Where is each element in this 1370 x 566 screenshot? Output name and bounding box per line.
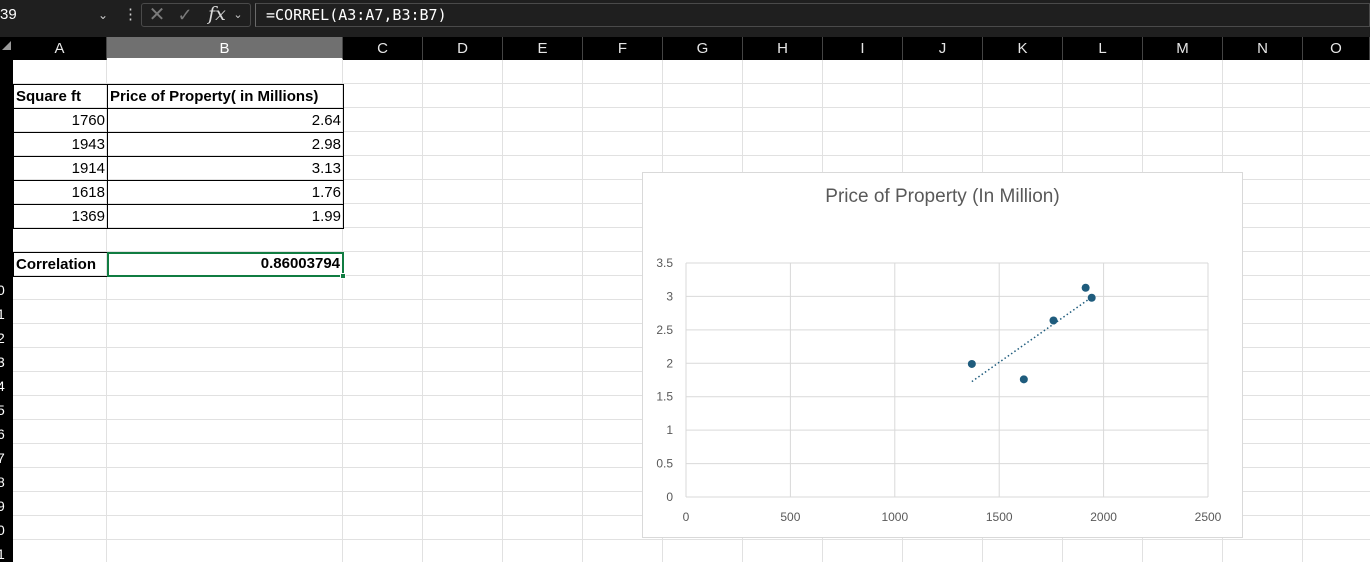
x-tick-label: 1500	[986, 510, 1013, 524]
row-header[interactable]: 2	[0, 330, 5, 346]
table-cell[interactable]: 1.99	[107, 204, 344, 229]
column-header-d[interactable]: D	[423, 37, 503, 60]
column-header-i[interactable]: I	[823, 37, 903, 60]
column-header-o[interactable]: O	[1303, 37, 1370, 60]
row-header[interactable]: 8	[0, 474, 5, 490]
grid-line	[13, 155, 1370, 156]
active-cell-border	[107, 252, 344, 277]
table-cell[interactable]: 3.13	[107, 156, 344, 181]
column-header-k[interactable]: K	[983, 37, 1063, 60]
column-header-j[interactable]: J	[903, 37, 983, 60]
column-header-m[interactable]: M	[1143, 37, 1223, 60]
toolbar-gap	[0, 29, 1370, 37]
row-header-bar	[0, 60, 13, 562]
row-header[interactable]: 7	[0, 450, 5, 466]
chart-plot: 0 0.5 1 1.5 2 2.5 3 3.5 0 500 1000 1500 2000 2500	[656, 256, 1222, 524]
grid-line	[13, 131, 1370, 132]
row-header[interactable]: 1	[0, 546, 5, 562]
table-cell[interactable]: 1369	[13, 204, 108, 229]
column-header-g[interactable]: G	[663, 37, 743, 60]
row-header[interactable]: 9	[0, 498, 5, 514]
data-point[interactable]	[967, 359, 976, 368]
table-cell[interactable]: 1760	[13, 108, 108, 133]
more-options-icon[interactable]: ⋮	[123, 6, 138, 23]
x-tick-label: 2500	[1195, 510, 1222, 524]
grid-line	[502, 60, 503, 562]
formula-input[interactable]: =CORREL(A3:A7,B3:B7)	[255, 3, 1370, 27]
data-point[interactable]	[1049, 316, 1058, 325]
grid-line	[422, 60, 423, 562]
data-point[interactable]	[1019, 375, 1028, 384]
data-point[interactable]	[1087, 293, 1096, 302]
y-tick-label: 1	[666, 423, 673, 437]
fill-handle[interactable]	[340, 273, 346, 279]
y-tick-label: 1.5	[656, 390, 673, 404]
grid-line	[106, 60, 107, 562]
x-tick-label: 500	[780, 510, 800, 524]
y-tick-label: 0.5	[656, 457, 673, 471]
correlation-value-cell[interactable]: 0.86003794	[260, 255, 340, 272]
table-cell[interactable]: 2.64	[107, 108, 344, 133]
table-cell[interactable]: 1943	[13, 132, 108, 157]
y-tick-label: 0	[666, 490, 673, 504]
table-cell[interactable]: 1618	[13, 180, 108, 205]
y-tick-label: 2.5	[656, 323, 673, 337]
grid-line	[1302, 60, 1303, 562]
row-header[interactable]: 3	[0, 354, 5, 370]
y-tick-label: 3	[666, 289, 673, 303]
column-header-c[interactable]: C	[343, 37, 423, 60]
scatter-chart[interactable]	[642, 172, 1243, 538]
select-all-icon	[2, 41, 11, 50]
grid-line	[342, 60, 343, 562]
column-header-f[interactable]: F	[583, 37, 663, 60]
header-cell-price[interactable]: Price of Property( in Millions)	[107, 84, 344, 109]
enter-check-icon[interactable]: ✓	[177, 5, 193, 25]
row-header[interactable]: 6	[0, 426, 5, 442]
insert-function-icon[interactable]: fx	[208, 3, 226, 25]
name-box[interactable]: 39	[0, 4, 116, 26]
column-header-e[interactable]: E	[503, 37, 583, 60]
column-header-b[interactable]: B	[107, 37, 343, 60]
y-tick-label: 3.5	[656, 256, 673, 270]
grid-line	[13, 107, 1370, 108]
table-cell[interactable]: 1914	[13, 156, 108, 181]
grid-line	[13, 539, 1370, 540]
data-point[interactable]	[1081, 283, 1090, 292]
header-cell-square-ft[interactable]: Square ft	[13, 84, 108, 109]
correlation-label-cell[interactable]: Correlation	[13, 252, 108, 277]
column-header-a[interactable]: A	[13, 37, 107, 60]
formula-actions-group	[141, 3, 251, 27]
chevron-down-icon[interactable]: ⌄	[97, 8, 109, 22]
table-cell[interactable]: 1.76	[107, 180, 344, 205]
table-cell[interactable]: 2.98	[107, 132, 344, 157]
row-header[interactable]: 1	[0, 306, 5, 322]
row-header[interactable]: 0	[0, 522, 5, 538]
row-header[interactable]: 5	[0, 402, 5, 418]
column-header-n[interactable]: N	[1223, 37, 1303, 60]
row-header[interactable]: 0	[0, 282, 5, 298]
chart-title[interactable]: Price of Property (In Million)	[825, 186, 1060, 207]
grid-line	[582, 60, 583, 562]
column-header-l[interactable]: L	[1063, 37, 1143, 60]
grid-line	[13, 83, 1370, 84]
row-header[interactable]: 4	[0, 378, 5, 394]
y-tick-label: 2	[666, 356, 673, 370]
trendline[interactable]	[971, 296, 1093, 383]
cancel-icon[interactable]: ✕	[148, 4, 166, 26]
x-tick-label: 2000	[1090, 510, 1117, 524]
column-header-h[interactable]: H	[743, 37, 823, 60]
x-tick-label: 0	[683, 510, 690, 524]
chevron-down-icon[interactable]: ⌄	[233, 9, 243, 21]
x-tick-label: 1000	[881, 510, 908, 524]
